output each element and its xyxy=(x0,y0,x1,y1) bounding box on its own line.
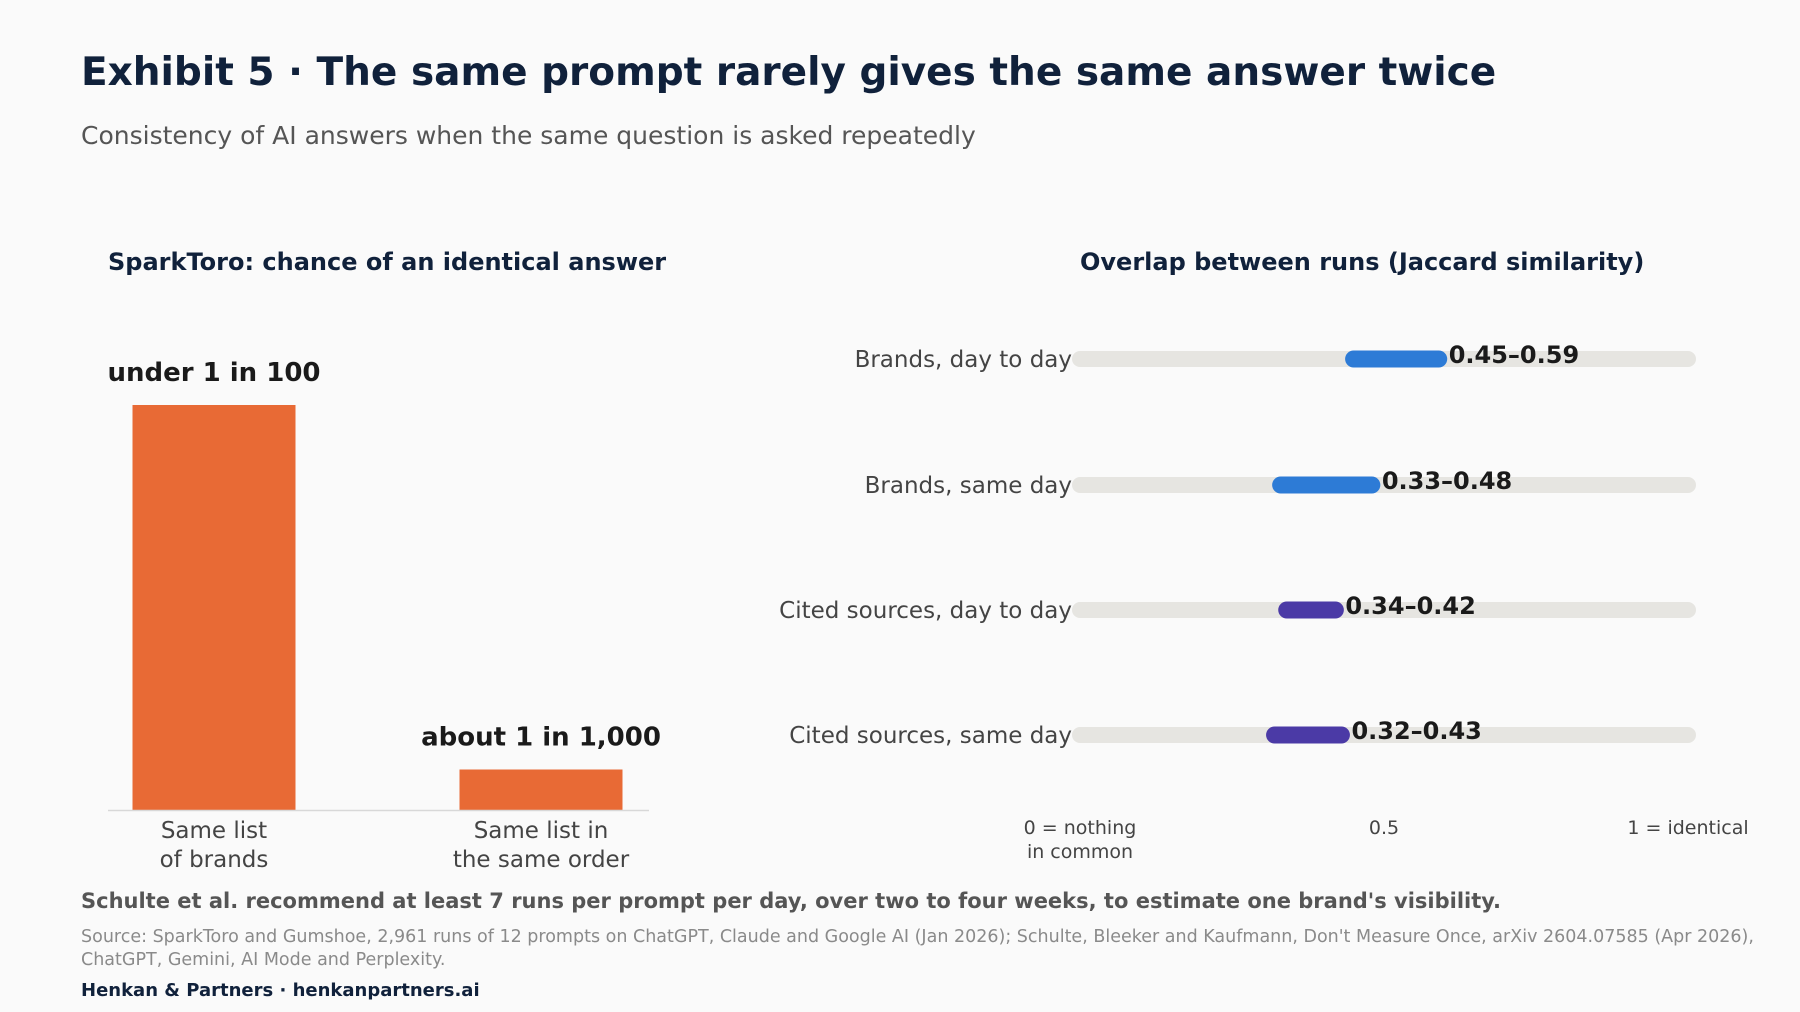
page-title: Exhibit 5 · The same prompt rarely gives… xyxy=(81,50,1497,95)
range-axis-tick-label: 0 = nothing in common xyxy=(1024,817,1137,863)
range-row-label: Brands, same day xyxy=(865,473,1072,499)
range-axis-tick-label: 0.5 xyxy=(1369,817,1399,839)
identical-answer-bar-chart: SparkToro: chance of an identical answer… xyxy=(107,248,666,873)
range-value-label: 0.45–0.59 xyxy=(1449,341,1579,369)
range-value-label: 0.32–0.43 xyxy=(1351,717,1481,745)
range-chart-title: Overlap between runs (Jaccard similarity… xyxy=(1080,248,1644,276)
bar-value-label: under 1 in 100 xyxy=(107,358,320,388)
range-row-label: Brands, day to day xyxy=(855,347,1072,373)
page-subtitle: Consistency of AI answers when the same … xyxy=(81,121,976,150)
range-axis-tick-label: 1 = identical xyxy=(1627,817,1748,839)
bar-category-label: Same list of brands xyxy=(160,818,269,873)
bar-value-label: about 1 in 1,000 xyxy=(421,723,661,753)
range-value-label: 0.33–0.48 xyxy=(1382,467,1512,495)
source-note: Source: SparkToro and Gumshoe, 2,961 run… xyxy=(81,927,1754,970)
range-row-label: Cited sources, same day xyxy=(789,723,1072,749)
bar-chart-title: SparkToro: chance of an identical answer xyxy=(108,248,666,276)
range-row-label: Cited sources, day to day xyxy=(779,598,1072,624)
brand-footer: Henkan & Partners · henkanpartners.ai xyxy=(81,980,480,1001)
bar xyxy=(132,405,296,810)
bar-category-label: Same list in the same order xyxy=(453,818,630,873)
jaccard-range-chart: Overlap between runs (Jaccard similarity… xyxy=(779,248,1748,863)
range-value-label: 0.34–0.42 xyxy=(1345,592,1475,620)
footnote: Schulte et al. recommend at least 7 runs… xyxy=(81,889,1502,913)
bar xyxy=(459,769,623,810)
